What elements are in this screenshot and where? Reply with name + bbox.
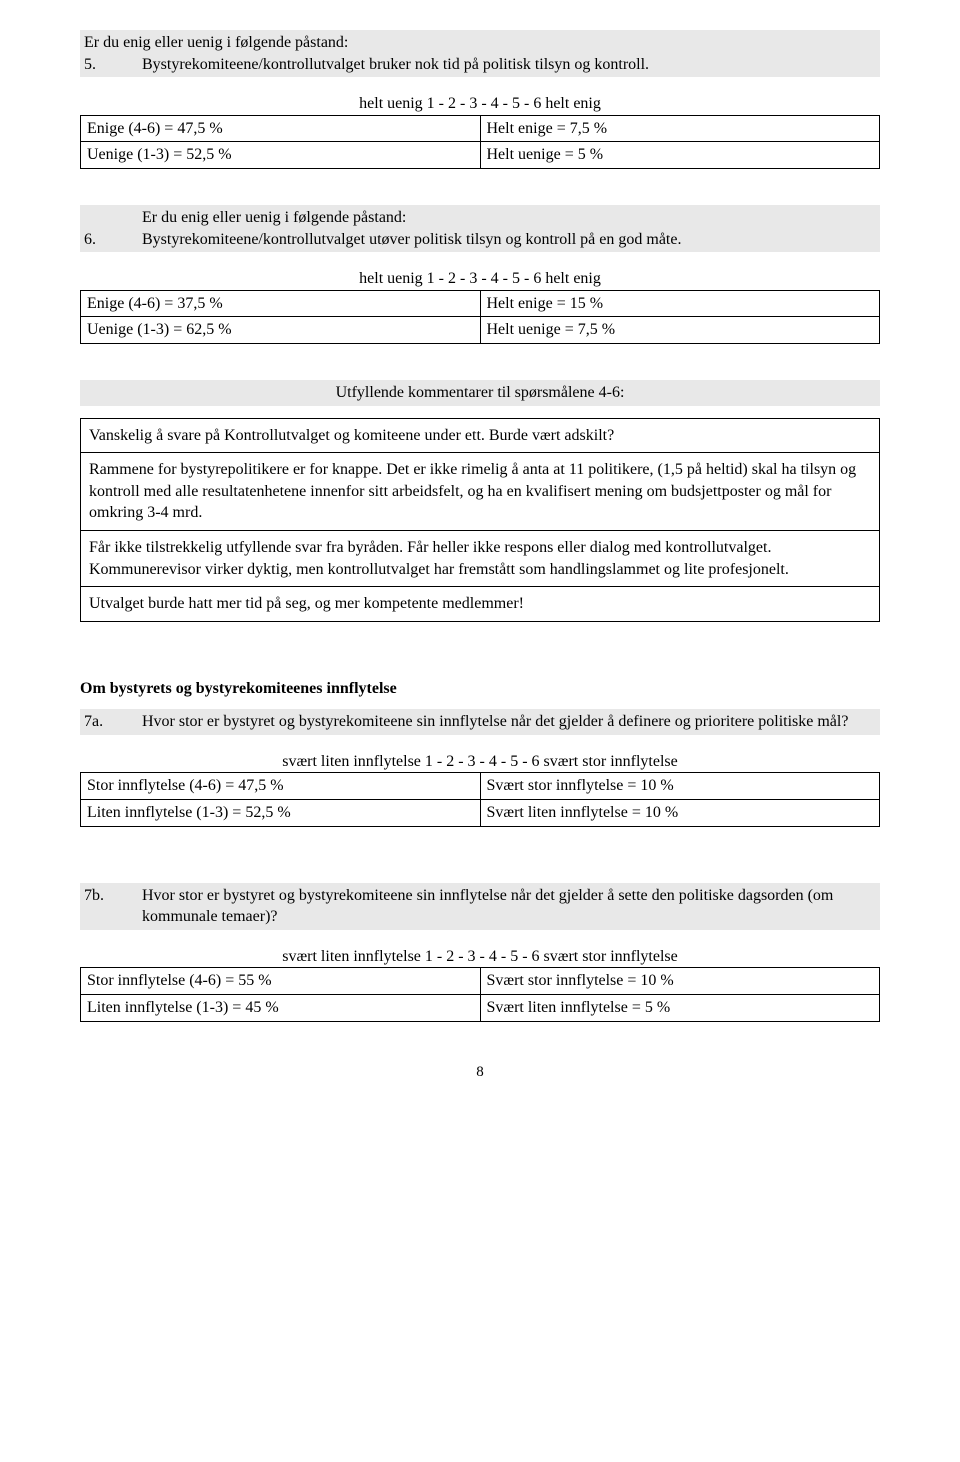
q7b-scale: svært liten innflytelse 1 - 2 - 3 - 4 - …: [80, 946, 880, 968]
q7a-results-table: Stor innflytelse (4-6) = 47,5 % Svært st…: [80, 772, 880, 826]
q6-number: 6.: [84, 229, 112, 251]
table-row: Utvalget burde hatt mer tid på seg, og m…: [81, 587, 880, 622]
q6-intro: Er du enig eller uenig i følgende påstan…: [142, 207, 876, 229]
table-row: Enige (4-6) = 37,5 % Helt enige = 15 %: [81, 290, 880, 317]
q7a-liten: Liten innflytelse (1-3) = 52,5 %: [81, 800, 481, 827]
q5-scale: helt uenig 1 - 2 - 3 - 4 - 5 - 6 helt en…: [80, 93, 880, 115]
q6-block: Er du enig eller uenig i følgende påstan…: [80, 205, 880, 252]
q6-helt-enige: Helt enige = 15 %: [480, 290, 880, 317]
q6-scale: helt uenig 1 - 2 - 3 - 4 - 5 - 6 helt en…: [80, 268, 880, 290]
q5-enige: Enige (4-6) = 47,5 %: [81, 115, 481, 142]
table-row: Rammene for bystyrepolitikere er for kna…: [81, 453, 880, 531]
table-row: Stor innflytelse (4-6) = 55 % Svært stor…: [81, 968, 880, 995]
q5-helt-uenige: Helt uenige = 5 %: [480, 142, 880, 169]
comment-4: Utvalget burde hatt mer tid på seg, og m…: [81, 587, 880, 622]
q5-block: Er du enig eller uenig i følgende påstan…: [80, 30, 880, 77]
table-row: Uenige (1-3) = 62,5 % Helt uenige = 7,5 …: [81, 317, 880, 344]
q6-uenige: Uenige (1-3) = 62,5 %: [81, 317, 481, 344]
table-row: Enige (4-6) = 47,5 % Helt enige = 7,5 %: [81, 115, 880, 142]
q5-question: 5. Bystyrekomiteene/kontrollutvalget bru…: [84, 54, 876, 76]
q5-text: Bystyrekomiteene/kontrollutvalget bruker…: [142, 54, 876, 76]
comment-3: Får ikke tilstrekkelig utfyllende svar f…: [81, 530, 880, 586]
q7b-svaert-liten: Svært liten innflytelse = 5 %: [480, 995, 880, 1022]
comments-table: Vanskelig å svare på Kontrollutvalget og…: [80, 418, 880, 622]
table-row: Stor innflytelse (4-6) = 47,5 % Svært st…: [81, 773, 880, 800]
q5-results-table: Enige (4-6) = 47,5 % Helt enige = 7,5 % …: [80, 115, 880, 169]
q6-question: 6. Bystyrekomiteene/kontrollutvalget utø…: [84, 229, 876, 251]
q7a-text: Hvor stor er bystyret og bystyrekomiteen…: [142, 711, 876, 733]
comment-2: Rammene for bystyrepolitikere er for kna…: [81, 453, 880, 531]
q7a-question: 7a. Hvor stor er bystyret og bystyrekomi…: [84, 711, 876, 733]
q7b-number: 7b.: [84, 885, 112, 928]
comments-header: Utfyllende kommentarer til spørsmålene 4…: [80, 380, 880, 406]
comment-1: Vanskelig å svare på Kontrollutvalget og…: [81, 418, 880, 453]
q6-results-table: Enige (4-6) = 37,5 % Helt enige = 15 % U…: [80, 290, 880, 344]
q5-uenige: Uenige (1-3) = 52,5 %: [81, 142, 481, 169]
q7a-svaert-liten: Svært liten innflytelse = 10 %: [480, 800, 880, 827]
table-row: Uenige (1-3) = 52,5 % Helt uenige = 5 %: [81, 142, 880, 169]
q5-helt-enige: Helt enige = 7,5 %: [480, 115, 880, 142]
q7a-number: 7a.: [84, 711, 112, 733]
q7a-block: 7a. Hvor stor er bystyret og bystyrekomi…: [80, 709, 880, 735]
q7b-svaert-stor: Svært stor innflytelse = 10 %: [480, 968, 880, 995]
table-row: Liten innflytelse (1-3) = 45 % Svært lit…: [81, 995, 880, 1022]
q7a-scale: svært liten innflytelse 1 - 2 - 3 - 4 - …: [80, 751, 880, 773]
q7a-svaert-stor: Svært stor innflytelse = 10 %: [480, 773, 880, 800]
table-row: Liten innflytelse (1-3) = 52,5 % Svært l…: [81, 800, 880, 827]
q7b-results-table: Stor innflytelse (4-6) = 55 % Svært stor…: [80, 967, 880, 1021]
section-title: Om bystyrets og bystyrekomiteenes innfly…: [80, 678, 880, 700]
q5-number: 5.: [84, 54, 112, 76]
q7b-text: Hvor stor er bystyret og bystyrekomiteen…: [142, 885, 876, 928]
q6-intro-row: Er du enig eller uenig i følgende påstan…: [84, 207, 876, 229]
q7a-stor: Stor innflytelse (4-6) = 47,5 %: [81, 773, 481, 800]
page-number: 8: [80, 1062, 880, 1082]
q7b-stor: Stor innflytelse (4-6) = 55 %: [81, 968, 481, 995]
q6-helt-uenige: Helt uenige = 7,5 %: [480, 317, 880, 344]
q7b-question: 7b. Hvor stor er bystyret og bystyrekomi…: [84, 885, 876, 928]
q6-text: Bystyrekomiteene/kontrollutvalget utøver…: [142, 229, 876, 251]
q7b-liten: Liten innflytelse (1-3) = 45 %: [81, 995, 481, 1022]
q6-enige: Enige (4-6) = 37,5 %: [81, 290, 481, 317]
table-row: Vanskelig å svare på Kontrollutvalget og…: [81, 418, 880, 453]
q5-intro: Er du enig eller uenig i følgende påstan…: [84, 32, 876, 54]
table-row: Får ikke tilstrekkelig utfyllende svar f…: [81, 530, 880, 586]
q7b-block: 7b. Hvor stor er bystyret og bystyrekomi…: [80, 883, 880, 930]
